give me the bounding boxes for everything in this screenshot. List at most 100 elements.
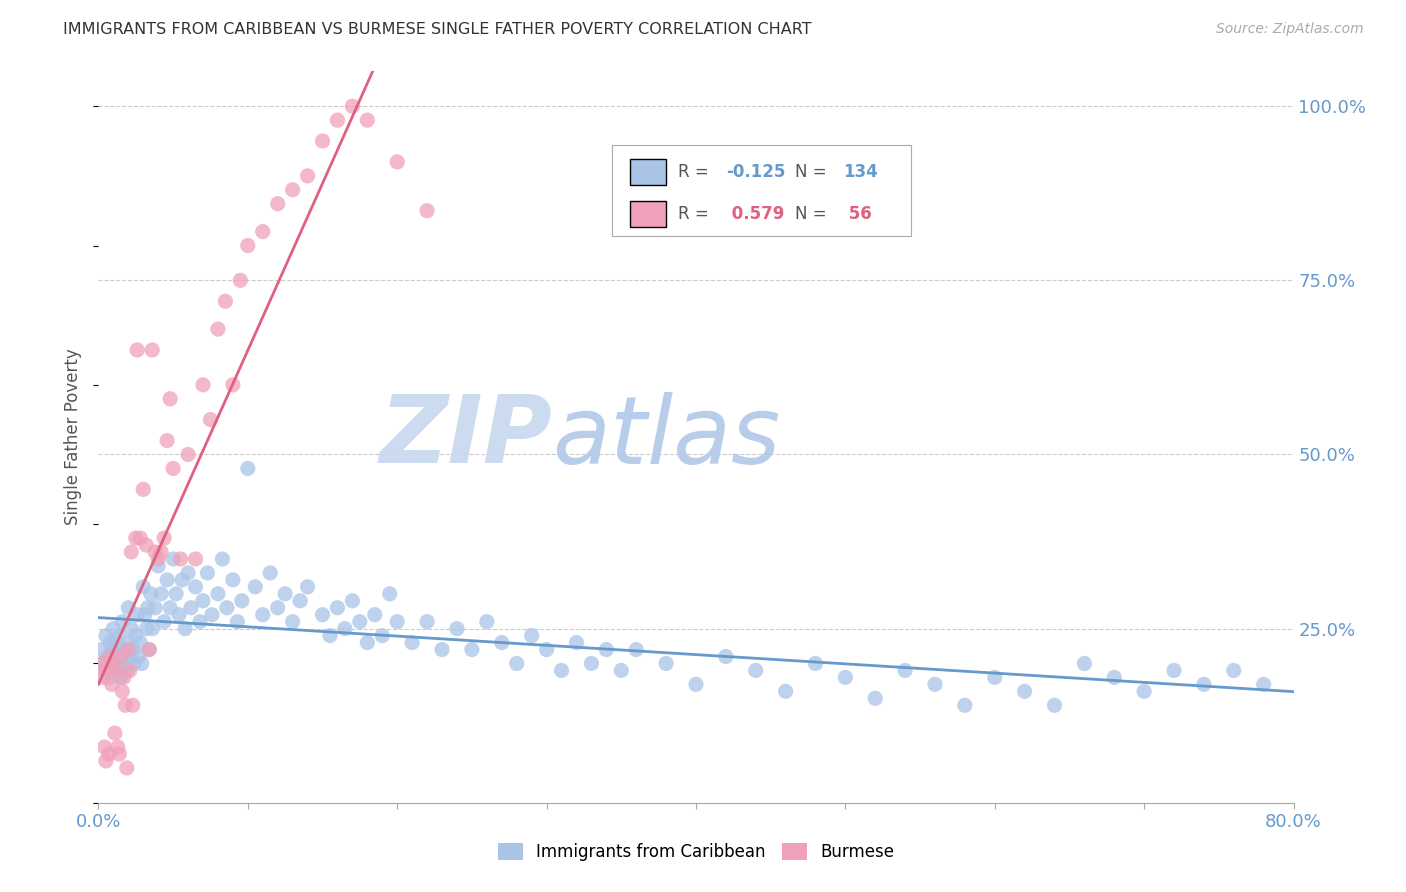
Point xyxy=(121,698,143,713)
Point xyxy=(141,622,163,636)
Point xyxy=(222,377,245,392)
Point xyxy=(93,740,115,755)
Text: 134: 134 xyxy=(844,162,877,181)
Point xyxy=(118,649,141,664)
Text: 56: 56 xyxy=(844,205,872,223)
Point xyxy=(775,684,797,698)
Point xyxy=(1014,684,1036,698)
Point xyxy=(101,642,124,657)
Point xyxy=(177,566,200,580)
Point xyxy=(311,134,333,148)
Point xyxy=(1133,684,1156,698)
Point xyxy=(371,629,394,643)
Point xyxy=(103,649,125,664)
Point xyxy=(200,412,222,426)
Point xyxy=(229,273,252,287)
Point xyxy=(1104,670,1126,684)
Point xyxy=(610,664,633,678)
Point xyxy=(115,761,138,775)
Point xyxy=(98,635,122,649)
Point xyxy=(326,113,349,128)
Point xyxy=(349,615,371,629)
Point xyxy=(131,657,153,671)
Point xyxy=(197,566,219,580)
Point xyxy=(953,698,976,713)
Point xyxy=(117,635,139,649)
Point xyxy=(385,155,409,169)
Point xyxy=(156,573,179,587)
Point xyxy=(924,677,946,691)
Point xyxy=(184,580,207,594)
Point xyxy=(135,538,157,552)
Point xyxy=(150,545,173,559)
Point xyxy=(207,322,229,336)
Point xyxy=(105,642,128,657)
Point xyxy=(288,594,311,608)
FancyBboxPatch shape xyxy=(630,201,666,227)
Point xyxy=(156,434,179,448)
Point xyxy=(188,615,211,629)
Point xyxy=(385,615,409,629)
Point xyxy=(153,615,176,629)
Point xyxy=(342,99,364,113)
Point xyxy=(416,203,439,218)
Point xyxy=(252,225,274,239)
Point xyxy=(169,552,191,566)
Point xyxy=(97,747,120,761)
Point xyxy=(153,531,176,545)
Point xyxy=(135,622,157,636)
Point xyxy=(364,607,387,622)
Point xyxy=(565,635,588,649)
Point xyxy=(174,622,197,636)
Point xyxy=(714,649,737,664)
Point xyxy=(98,657,122,671)
Point xyxy=(108,629,131,643)
Point xyxy=(446,622,468,636)
Point xyxy=(215,600,238,615)
Point xyxy=(581,657,603,671)
Point xyxy=(1223,664,1246,678)
Point xyxy=(865,691,887,706)
Point xyxy=(138,642,160,657)
Point xyxy=(94,629,117,643)
Point xyxy=(231,594,253,608)
Point xyxy=(520,629,543,643)
Point xyxy=(150,587,173,601)
Point xyxy=(93,664,115,678)
Point xyxy=(191,594,214,608)
Point xyxy=(491,635,513,649)
Point xyxy=(1192,677,1215,691)
Point xyxy=(685,677,707,691)
Point xyxy=(107,657,129,671)
Point xyxy=(138,642,160,657)
Point xyxy=(110,649,132,664)
Point xyxy=(281,615,304,629)
Point xyxy=(118,664,141,678)
Point xyxy=(184,552,207,566)
FancyBboxPatch shape xyxy=(613,145,911,235)
Point xyxy=(894,664,917,678)
Point xyxy=(114,657,136,671)
Legend: Immigrants from Caribbean, Burmese: Immigrants from Caribbean, Burmese xyxy=(491,836,901,868)
Text: R =: R = xyxy=(678,162,714,181)
Point xyxy=(127,607,149,622)
Point xyxy=(90,657,112,671)
Point xyxy=(90,642,112,657)
Point xyxy=(103,657,125,671)
Point xyxy=(103,622,125,636)
Point xyxy=(159,392,181,406)
Point xyxy=(356,113,378,128)
Point xyxy=(259,566,281,580)
Point xyxy=(626,642,648,657)
Point xyxy=(274,587,297,601)
Point xyxy=(297,169,319,183)
Point xyxy=(333,622,356,636)
Text: atlas: atlas xyxy=(553,392,780,483)
Point xyxy=(105,635,128,649)
Point xyxy=(98,649,122,664)
Point xyxy=(595,642,617,657)
Point xyxy=(804,657,827,671)
Point xyxy=(148,552,170,566)
Point xyxy=(132,580,155,594)
Point xyxy=(222,573,245,587)
